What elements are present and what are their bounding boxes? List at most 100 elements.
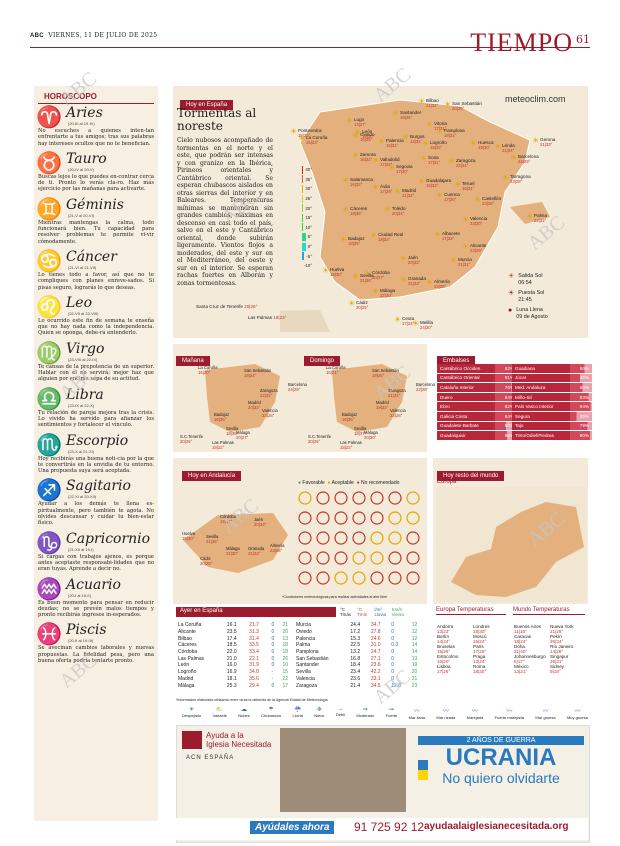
map-city: Segovia 17|30° ☀ (388, 164, 413, 175)
temp-cell: Buenos Aires 11|16° (513, 624, 549, 634)
sun-icon: ☀ (370, 231, 378, 240)
activity-icon (370, 571, 384, 585)
domingo-city: Barcelona 22|28° (416, 382, 435, 392)
symbol-item: ⇒ Moderado (356, 706, 374, 720)
map-city-name: Castellón (482, 196, 502, 201)
activity-icon (316, 531, 330, 545)
map-city-name: Logroño (430, 140, 447, 145)
map-city-temp: 19|30° (478, 145, 491, 150)
map-city-name: Madrid (402, 188, 417, 193)
map-city: Alicante 23|29° ☀ (462, 243, 486, 254)
map-city: Logroño 18|33° ☀ (422, 140, 447, 151)
andalucia-city: Almería 23|28° (270, 543, 284, 553)
weather-symbol-icon: 〰 (574, 709, 581, 715)
ayer-tmin: 27.1 (370, 655, 381, 662)
city-name: Valencia (262, 408, 278, 413)
scale-label: 40° (305, 167, 312, 173)
map-city-temp: 17|24° (402, 321, 415, 326)
map-city-temp: 20|34° (392, 211, 405, 216)
sign-entry: ♒ Acuario (20-I al 19-II) Es buen momento p… (34, 576, 158, 622)
ayer-rain: 12.8 (391, 682, 401, 689)
ayer-tmax: 22.5 (350, 642, 361, 649)
map-city-temp: 21|33° (408, 281, 421, 286)
map-city-temp: 20|28° (452, 106, 465, 111)
city-temp: 15|20° (198, 370, 211, 375)
activity-icon (388, 511, 402, 525)
ayer-rain: 0 (271, 629, 275, 636)
sun-icon: ☀ (372, 183, 380, 192)
weather-symbol-icon: ☀ (188, 707, 195, 713)
ad-acn: ACN ESPAÑA (186, 755, 235, 761)
city-temp: 18|37° (354, 431, 367, 436)
temp-value: 9|18° (550, 669, 561, 674)
world-area: Europa (437, 479, 457, 485)
sun-label: Salida Sol (518, 273, 543, 279)
date: VIERNES, 11 DE JULIO DE 2025 (48, 32, 158, 39)
ayer-tmin: 33.5 (249, 642, 259, 649)
ad-org-2: Iglesia Necesitada (206, 740, 272, 749)
weather-symbol-icon: ☔ (293, 707, 302, 713)
sun-text: Puesta Sol 21:45 (518, 290, 544, 304)
symbol-label: Marejada (466, 715, 484, 720)
ayer-row: Oviedo 17.2 27.8 0 12 (294, 629, 424, 636)
map-city: Sevilla 21|36° ☀ (352, 273, 374, 284)
embalse-row: Tinto/Odiel/Piedras 90% (512, 430, 592, 441)
map-city-name: Melilla (420, 320, 434, 325)
embalses-tag-wrap: Embalses (437, 347, 476, 366)
weather-symbol-icon: ⇛ (388, 707, 394, 713)
ad-title: UCRANIA (445, 744, 557, 771)
map-city-name: Granada (408, 276, 426, 281)
domingo-city: La Coruña 15|21° (326, 365, 346, 375)
manana-tag-wrap: Mañana (176, 347, 210, 366)
ayer-row: Palma 22.5 31.0 0.3 14 (294, 642, 424, 649)
embalse-name: Tajo (512, 421, 570, 431)
sun-row: ☀ Salida Sol 06:54 (508, 273, 588, 287)
andalucia-note: *Condiciones meteorológicas para realiza… (282, 595, 388, 599)
head-wind: Km/h Viento (391, 607, 405, 617)
city-name: S.C.Tenerife (180, 434, 204, 439)
map-city: Santander 19|25° ☀ (392, 110, 421, 121)
ayer-wind: 14 (411, 642, 418, 649)
scale-swatch (302, 223, 304, 232)
ayer-city: Las Palmas (178, 655, 205, 662)
temp-city: Estocolmo (437, 654, 459, 659)
header-dateline: ABC VIERNES, 11 DE JULIO DE 2025 (30, 32, 157, 39)
city-name: Málaga (226, 546, 240, 551)
symbol-item: → Débil (336, 706, 345, 720)
meteoclim-brand: meteoclim.com (505, 94, 566, 104)
city-temp: 20|25° (200, 561, 213, 566)
ayer-row: Santander 18.4 23.6 0 19 (294, 662, 424, 669)
ayer-row: Las Palmas 21.0 22.1 0 26 (176, 655, 296, 662)
ayer-rain: 0 (391, 635, 395, 642)
scale-swatch (302, 213, 304, 222)
map-city-name: Zaragoza (456, 158, 476, 163)
temp-city: Nueva York (550, 624, 574, 629)
embalses-table-left: Cantábrico Occiden. 82% Cantábrico Orienta… (437, 364, 517, 441)
embalse-row: Guadalquivir 55% (437, 430, 517, 441)
ayer-row: Sevilla 23.4 42.2 0 20 (294, 669, 424, 676)
ayer-wind: 18 (282, 649, 289, 656)
map-city-temp: 22|32° (534, 218, 547, 223)
map-city-temp: 16|25° (360, 137, 373, 142)
andalucia-map (183, 513, 288, 573)
symbol-label: Nubes (238, 713, 250, 718)
embalse-row: Segura 30% (512, 411, 592, 422)
scale-step: 30° (302, 184, 312, 194)
zodiac-icon: ♐ (36, 478, 63, 503)
symbol-label: Lluvia (292, 713, 303, 718)
map-city-temp: 21|32° (402, 193, 415, 198)
sign-list: ♈ Aries (20-III al 19-IV) No escuches a qui… (34, 104, 158, 667)
sun-icon: ☀ (510, 153, 518, 162)
sun-icon: ☀ (436, 191, 444, 200)
temperature-scale: 40° 35° 30° 25° 20° 15° 10° 5° 0° -5° -10° (302, 165, 312, 271)
ad-campaign: 2 AÑOS DE GUERRA UCRANIA No quiero olvid… (418, 736, 584, 786)
sign-entry: ♐ Sagitario (22-XI al 20-XII) Ayudar a los … (34, 477, 158, 529)
ayer-row: Córdoba 22.0 33.4 0 18 (176, 649, 296, 656)
city-name: San Sebastián (372, 368, 400, 373)
activity-icon (370, 531, 384, 545)
activity-grid (298, 491, 420, 585)
map-city-name: Albacete (442, 231, 460, 236)
scale-swatch (302, 184, 304, 193)
andalucia-city: Granada 21|33° (248, 546, 264, 556)
activity-icon (334, 511, 348, 525)
